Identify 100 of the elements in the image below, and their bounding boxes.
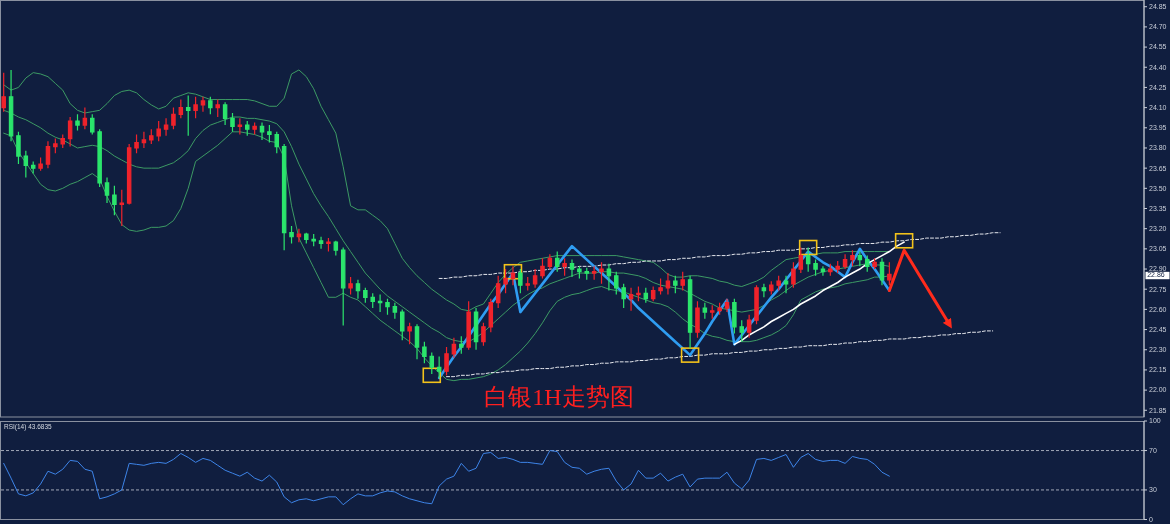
candlestick [422,341,427,364]
candlestick [149,128,154,145]
candlestick [193,96,198,119]
candlestick [259,121,265,141]
line-series [3,450,890,506]
candlestick [370,292,375,309]
candlestick [230,112,235,133]
candlestick [222,101,228,126]
candlestick [348,276,353,296]
candlestick [864,254,870,273]
candlestick [333,240,339,257]
candlestick [38,156,43,172]
candlestick [584,267,590,281]
candlestick [208,96,213,115]
candlestick [481,322,486,347]
candlestick [695,300,700,339]
candlestick [650,285,656,302]
candlestick [554,250,560,273]
candlestick [805,246,811,273]
candlestick [414,323,420,360]
candlestick [289,225,294,245]
candlestick [304,232,309,245]
candlestick [82,107,88,130]
candlestick [569,259,575,278]
candlestick [850,249,855,267]
candlestick [451,337,457,359]
candlestick [761,283,767,298]
candlestick [171,107,176,130]
candlestick [274,131,280,154]
candlestick [237,117,243,136]
candlestick [739,319,745,343]
candlestick [872,257,877,270]
candlestick [732,298,737,335]
candlestick [518,268,523,294]
candlestick [466,300,471,351]
candlestick [614,271,619,296]
candlestick [495,275,501,309]
candlestick [215,98,220,118]
candlestick [591,265,597,281]
candlestick [16,131,21,165]
line-series [3,131,890,382]
candlestick [90,113,95,136]
candlestick [540,257,545,280]
candlestick [178,98,184,119]
candlestick [119,189,125,227]
candlestick [754,284,759,325]
candlestick [658,277,663,296]
candlestick [842,253,848,270]
candlestick [318,236,324,250]
point [680,347,700,363]
candlestick [473,307,479,351]
candlestick [185,94,191,137]
candlestick [746,314,752,339]
candlestick [724,298,730,313]
candlestick [355,279,361,300]
point [798,239,818,256]
candlestick [673,275,678,294]
candlestick [67,116,73,148]
candlestick [599,261,604,285]
candlestick [75,113,80,132]
candlestick [444,346,449,376]
candlestick [503,268,508,294]
candlestick [636,285,641,302]
candlestick [163,117,169,137]
candlestick [717,302,722,316]
point [894,232,914,249]
candlestick [562,257,567,277]
candlestick [828,263,833,277]
candlestick [879,257,885,286]
candlestick [621,283,626,309]
candlestick [769,280,774,296]
candlestick [702,302,708,320]
candlestick [857,250,863,267]
candlestick [23,150,29,179]
candlestick [45,140,51,169]
candlestick [141,131,147,149]
candlestick [532,268,538,289]
candlestick [606,263,612,292]
candlestick [459,335,464,355]
candlestick [577,265,582,280]
candlestick [363,287,368,304]
candlestick [547,253,553,270]
candlestick [680,271,685,292]
candlestick [628,287,634,312]
candlestick [252,121,257,136]
line-series [3,69,890,312]
candlestick [60,133,65,149]
candlestick [30,160,36,175]
candlestick [835,260,840,274]
candlestick [392,302,398,320]
candlestick [783,275,789,294]
candlestick [104,176,110,204]
candlestick [709,304,715,320]
candlestick [510,265,516,286]
candlestick [665,272,671,296]
candlestick [134,133,139,154]
line-series [438,232,1001,279]
candlestick [156,120,161,142]
candlestick [820,265,826,277]
candlestick [399,308,405,341]
